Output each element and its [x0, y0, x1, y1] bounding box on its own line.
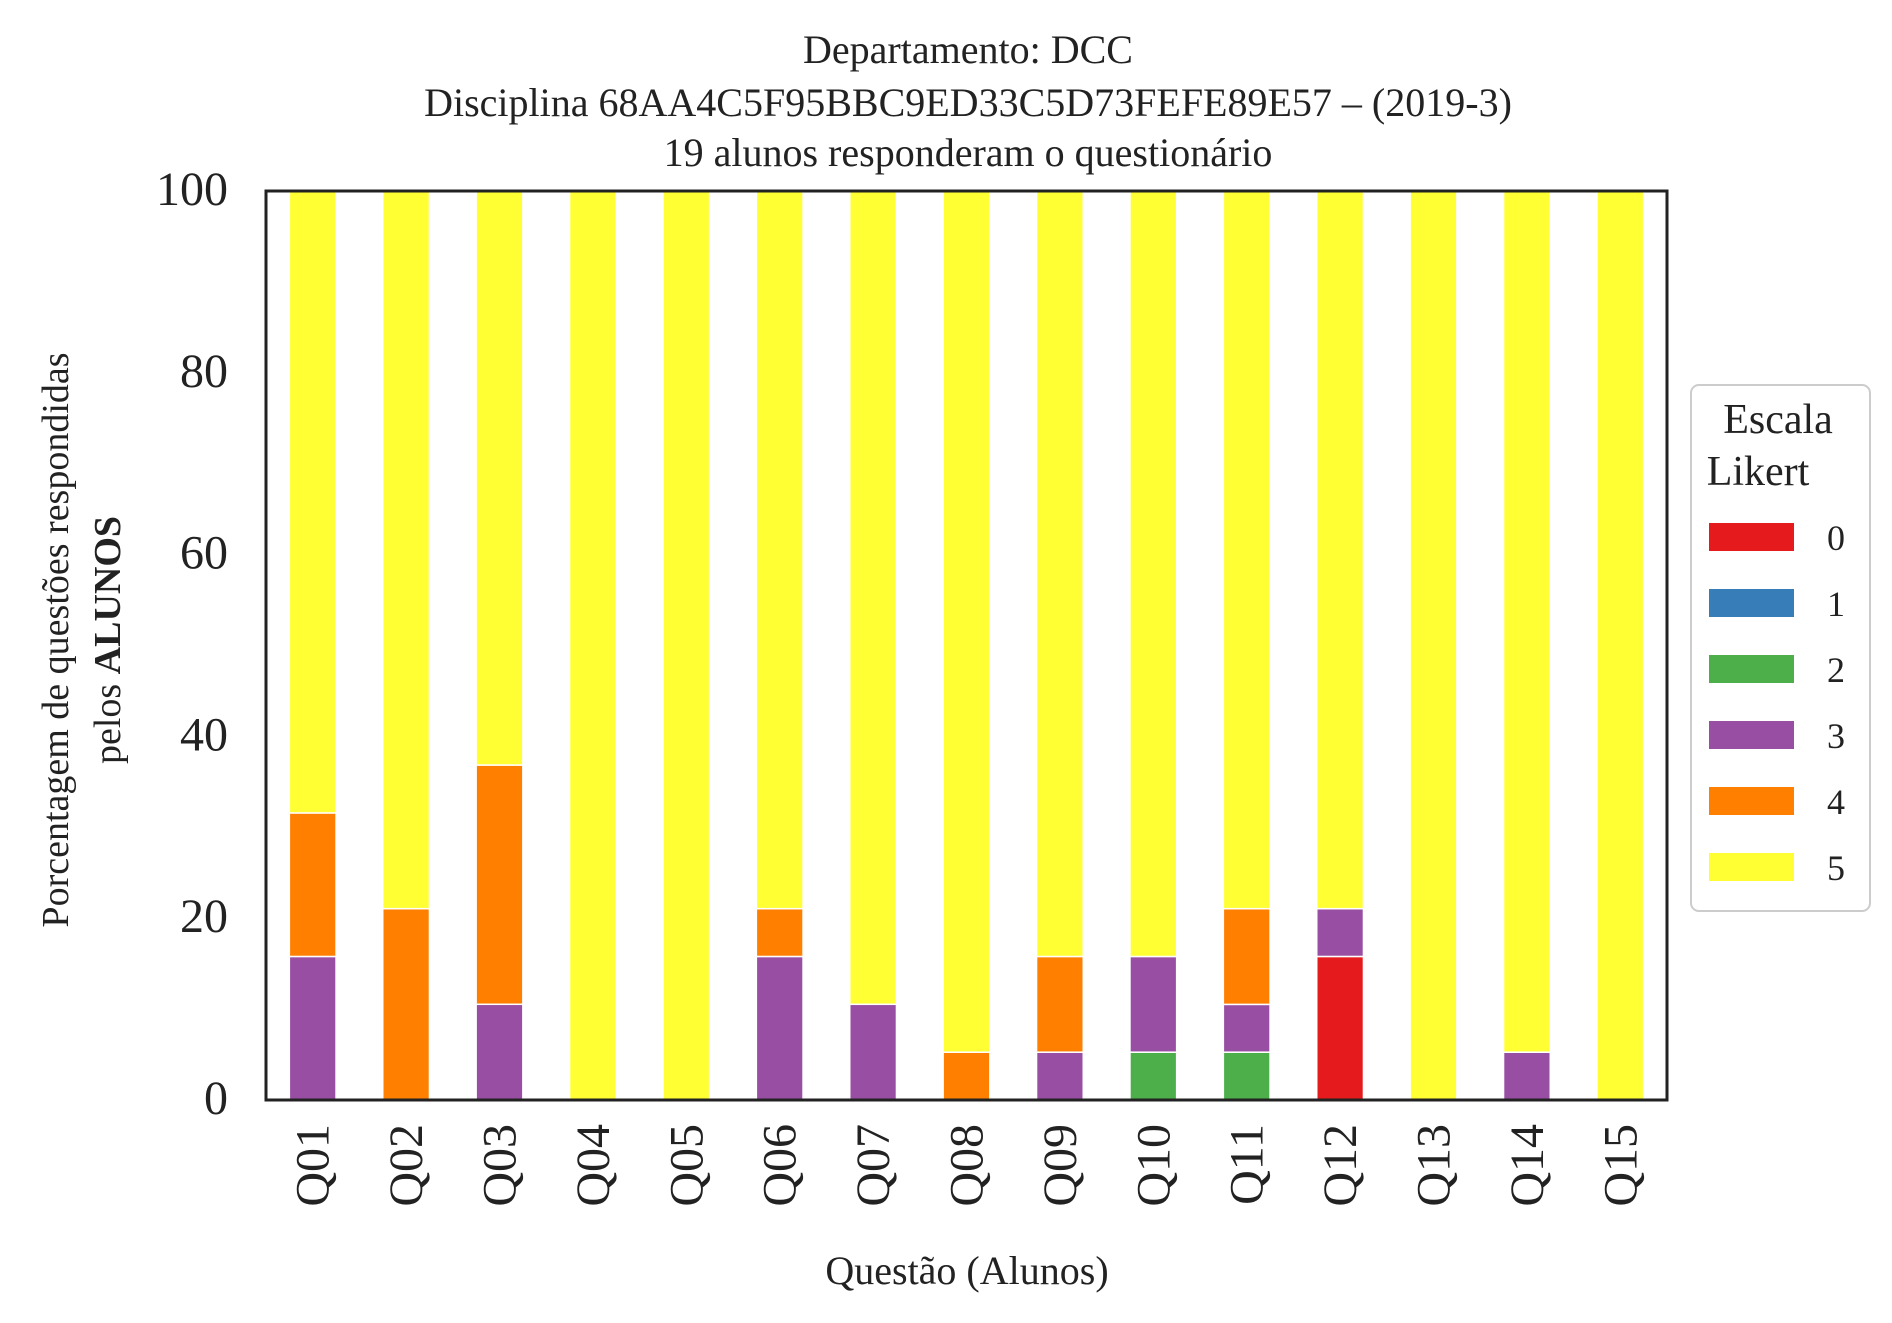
x-tick-label-q13: Q13	[1408, 1124, 1461, 1207]
y-tick-label-40: 40	[180, 708, 228, 761]
legend: Escala Likert 0 1 2 3 4 5	[1690, 384, 1871, 912]
bar-segment-q10-level-5	[1129, 190, 1178, 958]
bar-segment-q10-level-2	[1129, 1051, 1178, 1101]
bar-segment-q05-level-5	[662, 190, 711, 1101]
x-tick-label-q10: Q10	[1127, 1124, 1180, 1207]
bar-segment-q10-level-3	[1129, 955, 1178, 1053]
x-tick-label-q02: Q02	[380, 1124, 433, 1207]
chart-title-line-1: Departamento: DCC	[803, 27, 1133, 72]
bar-segment-q12-level-5	[1316, 190, 1365, 910]
bar-segment-q09-level-3	[1035, 1051, 1085, 1101]
legend-swatch-1	[1709, 589, 1794, 617]
legend-title-line-2: Likert	[1707, 449, 1810, 495]
legend-label-4: 4	[1827, 782, 1845, 822]
bar-segment-q07-level-3	[849, 1003, 898, 1101]
bar-segment-q15-level-5	[1596, 190, 1645, 1101]
x-tick-label-q12: Q12	[1314, 1124, 1367, 1207]
x-tick-label-q04: Q04	[567, 1124, 620, 1207]
legend-label-1: 1	[1827, 584, 1845, 624]
plot-frame	[264, 189, 1669, 1102]
bar-segment-q14-level-5	[1502, 190, 1552, 1053]
y-axis-label-prefix: pelos	[87, 674, 129, 764]
bar-segment-q12-level-0	[1316, 955, 1365, 1101]
chart-title-line-3: 19 alunos responderam o questionário	[664, 130, 1273, 175]
bar-segment-q02-level-5	[382, 190, 431, 910]
legend-label-3: 3	[1827, 716, 1845, 756]
legend-box	[1690, 384, 1871, 912]
x-tick-label-q06: Q06	[754, 1124, 807, 1207]
legend-swatch-2	[1709, 655, 1794, 683]
bar-segment-q11-level-2	[1222, 1051, 1271, 1101]
x-tick-label-q11: Q11	[1221, 1124, 1274, 1205]
y-axis-label: Porcentagem de questões respondidas	[35, 352, 77, 927]
y-tick-label-80: 80	[180, 345, 228, 398]
x-tick-label-q15: Q15	[1594, 1124, 1647, 1207]
bar-segment-q06-level-5	[755, 190, 804, 910]
bar-segment-q01-level-4	[288, 812, 337, 958]
bar-segment-q11-level-3	[1222, 1003, 1271, 1053]
legend-swatch-3	[1709, 721, 1794, 749]
bar-segment-q08-level-5	[942, 190, 991, 1053]
bar-segment-q09-level-5	[1035, 190, 1085, 958]
legend-title-line-1: Escala	[1723, 397, 1833, 443]
x-tick-label-q07: Q07	[847, 1124, 900, 1207]
chart-title-line-2: Disciplina 68AA4C5F95BBC9ED33C5D73FEFE89…	[424, 80, 1512, 125]
bars-group	[288, 190, 1645, 1101]
legend-label-2: 2	[1827, 650, 1845, 690]
y-axis-label-second: pelos ALUNOS	[87, 516, 129, 764]
bar-segment-q08-level-4	[942, 1051, 991, 1101]
bar-segment-q03-level-5	[475, 190, 524, 766]
bar-segment-q12-level-3	[1316, 907, 1365, 958]
legend-swatch-0	[1709, 523, 1794, 551]
bar-segment-q06-level-3	[755, 955, 804, 1101]
y-tick-label-60: 60	[180, 527, 228, 580]
legend-entries: 0 1 2 3 4 5	[1709, 518, 1845, 888]
bar-segment-q04-level-5	[568, 190, 617, 1101]
x-tick-label-q03: Q03	[474, 1124, 527, 1207]
y-axis-label-line-2: pelos ALUNOS	[87, 516, 129, 764]
legend-swatch-5	[1709, 853, 1794, 881]
y-axis-label-bold: ALUNOS	[87, 516, 129, 674]
bar-segment-q03-level-4	[475, 764, 524, 1006]
y-tick-label-100: 100	[156, 163, 228, 216]
legend-label-0: 0	[1827, 518, 1845, 558]
x-axis-label: Questão (Alunos)	[825, 1248, 1108, 1293]
x-ticks-group: Q01 Q02 Q03 Q04 Q05 Q06 Q07 Q08 Q09 Q10 Q11 Q12 Q13 Q…	[287, 1124, 1648, 1207]
y-tick-label-20: 20	[180, 890, 228, 943]
bar-segment-q14-level-3	[1502, 1051, 1552, 1101]
legend-swatch-4	[1709, 787, 1794, 815]
bar-segment-q06-level-4	[755, 907, 804, 958]
bar-segment-q01-level-3	[288, 955, 337, 1101]
bar-segment-q09-level-4	[1035, 955, 1085, 1053]
bar-segment-q11-level-4	[1222, 907, 1271, 1006]
y-ticks-group: 0 20 40 60 80 100	[156, 163, 228, 1125]
bar-segment-q01-level-5	[288, 190, 337, 814]
bar-segment-q07-level-5	[849, 190, 898, 1006]
y-tick-label-0: 0	[204, 1072, 228, 1125]
legend-label-5: 5	[1827, 848, 1845, 888]
bar-segment-q02-level-4	[382, 907, 431, 1101]
bar-segment-q03-level-3	[475, 1003, 524, 1101]
y-axis-label-line-1: Porcentagem de questões respondidas	[35, 352, 77, 927]
bar-segment-q11-level-5	[1222, 190, 1271, 910]
x-tick-label-q01: Q01	[287, 1124, 340, 1207]
x-tick-label-q08: Q08	[941, 1124, 994, 1207]
x-tick-label-q05: Q05	[660, 1124, 713, 1207]
x-tick-label-q14: Q14	[1501, 1124, 1554, 1207]
bar-segment-q13-level-5	[1409, 190, 1458, 1101]
x-tick-label-q09: Q09	[1034, 1124, 1087, 1207]
